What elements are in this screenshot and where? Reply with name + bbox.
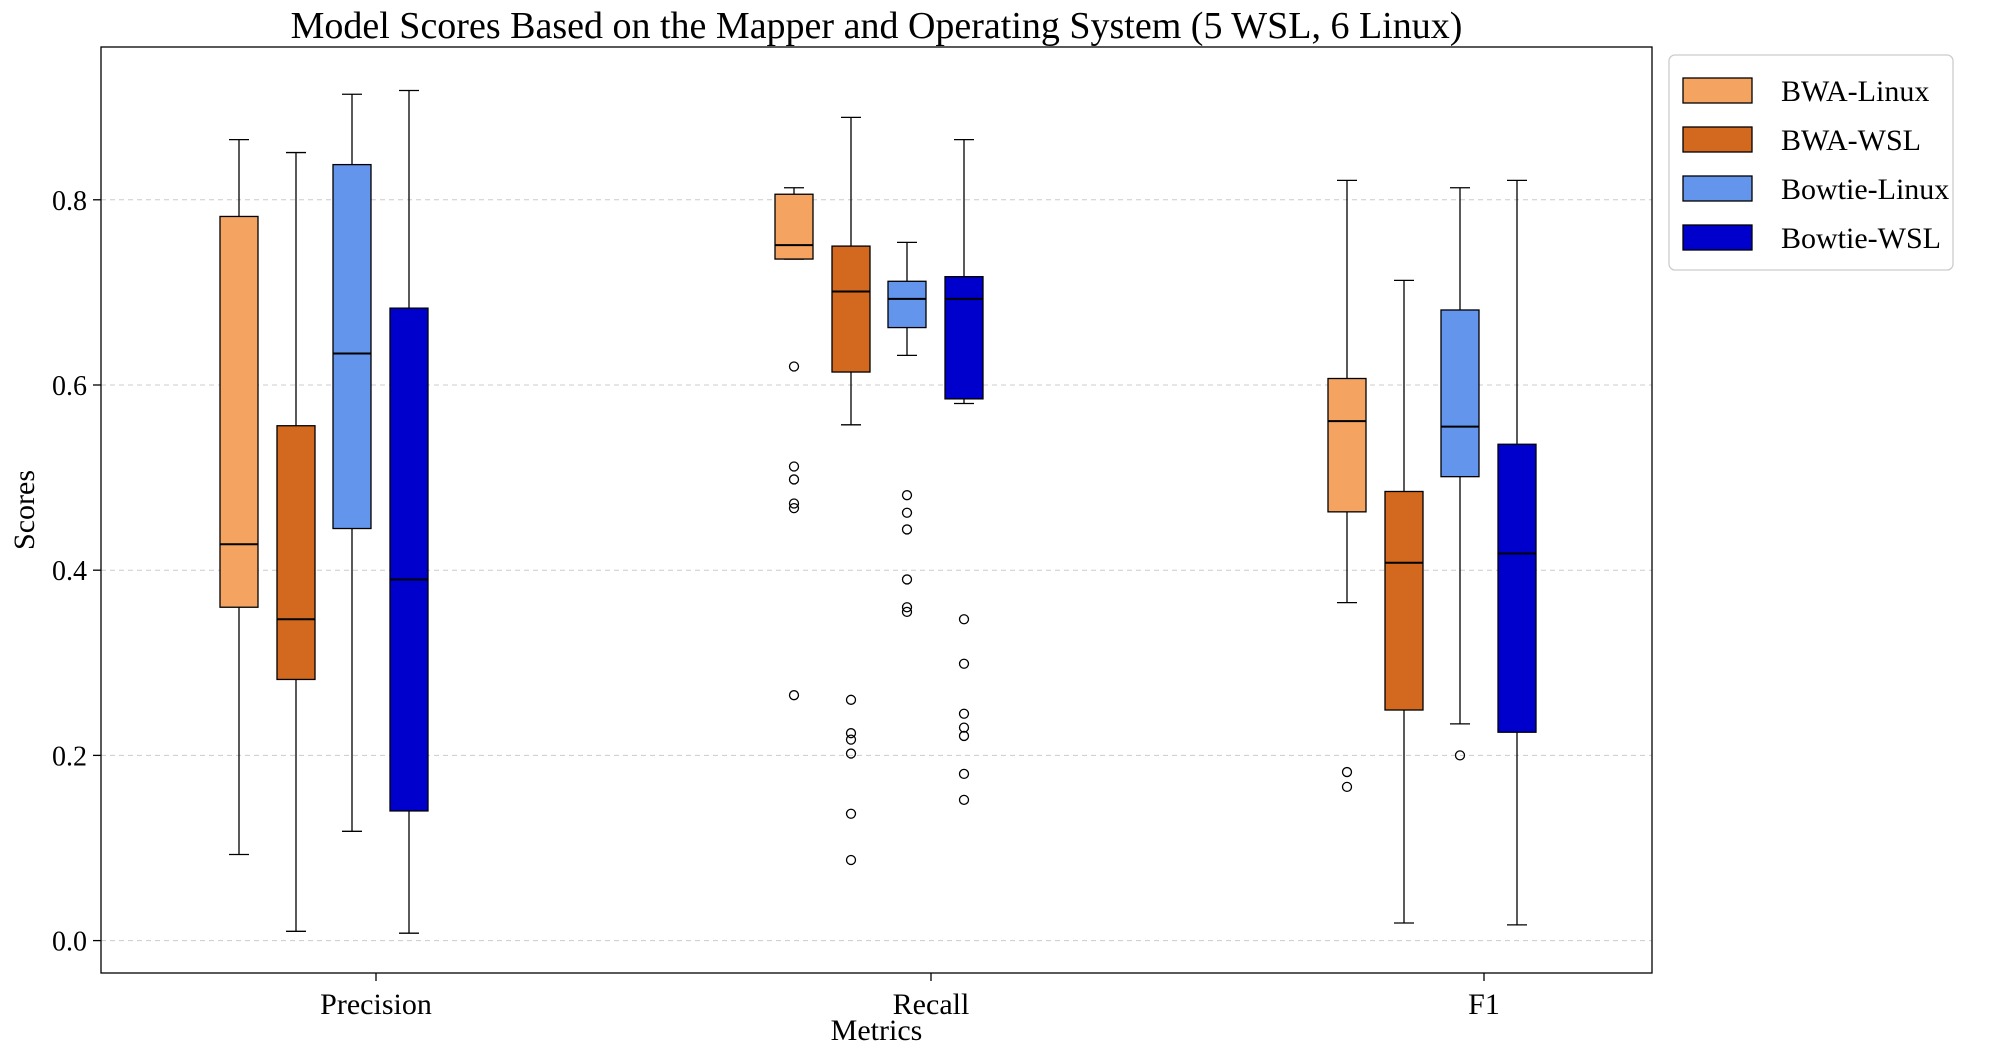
outlier-point xyxy=(845,694,857,705)
box-body xyxy=(219,215,259,608)
legend-label: BWA-WSL xyxy=(1781,124,1921,157)
y-tick-label: 0.8 xyxy=(52,186,87,217)
box-bwa-linux-precision xyxy=(219,138,259,856)
box-bowtie-wsl-precision xyxy=(389,89,429,934)
outlier-point xyxy=(958,768,970,780)
outlier-point xyxy=(788,474,800,485)
legend-label: BWA-Linux xyxy=(1781,75,1929,108)
outlier-point xyxy=(958,730,970,742)
legend-swatch xyxy=(1682,77,1753,104)
box-body xyxy=(276,425,316,681)
outlier-point xyxy=(1341,766,1353,778)
legend-frame xyxy=(1668,54,1954,271)
legend-swatch xyxy=(1682,175,1753,202)
box-bowtie-linux-precision xyxy=(332,93,372,832)
legend-label: Bowtie-WSL xyxy=(1781,222,1941,255)
outlier-point xyxy=(845,748,857,759)
outlier-point xyxy=(845,808,857,819)
box-bowtie-linux-recall xyxy=(887,241,927,618)
box-bwa-linux-recall xyxy=(774,187,814,701)
plot-frame xyxy=(100,46,1653,974)
box-body xyxy=(887,280,927,329)
outlier-point xyxy=(788,502,800,514)
outlier-point xyxy=(901,602,913,613)
outlier-point xyxy=(845,854,857,866)
outlier-point xyxy=(901,490,913,501)
box-body xyxy=(944,275,984,400)
legend-swatch xyxy=(1682,126,1753,153)
outlier-point xyxy=(788,690,800,701)
box-bowtie-linux-f1 xyxy=(1440,187,1480,761)
outlier-point xyxy=(845,734,857,745)
box-body xyxy=(1497,443,1537,733)
outlier-point xyxy=(901,574,913,585)
box-bwa-wsl-f1 xyxy=(1384,279,1424,924)
outlier-point xyxy=(788,361,800,372)
box-body xyxy=(1327,377,1367,513)
outlier-point xyxy=(958,722,970,733)
legend-swatch xyxy=(1682,224,1753,251)
outlier-point xyxy=(1341,781,1353,793)
y-axis-label: Scores xyxy=(8,470,41,550)
legend-label: Bowtie-Linux xyxy=(1781,173,1949,206)
outlier-point xyxy=(958,614,970,625)
outlier-point xyxy=(901,507,913,518)
box-bowtie-wsl-recall xyxy=(944,138,984,805)
box-body xyxy=(831,245,871,373)
outlier-point xyxy=(845,728,857,739)
x-tick-label: Precision xyxy=(320,988,432,1021)
box-bwa-wsl-precision xyxy=(276,151,316,932)
box-body xyxy=(1440,309,1480,478)
chart-title: Model Scores Based on the Mapper and Ope… xyxy=(291,5,1463,47)
outlier-point xyxy=(1454,750,1466,761)
box-bwa-wsl-recall xyxy=(831,116,871,866)
outlier-point xyxy=(788,498,800,509)
legend: BWA-Linux BWA-WSL Bowtie-Linux Bowtie-WSL xyxy=(1668,54,1954,271)
box-body xyxy=(389,307,429,812)
box-body xyxy=(1384,490,1424,711)
box-bowtie-wsl-f1 xyxy=(1497,179,1537,926)
y-tick-label: 0.0 xyxy=(52,927,87,958)
y-tick-label: 0.4 xyxy=(52,556,87,587)
x-tick-label: Recall xyxy=(893,988,970,1021)
x-axis-label: Metrics xyxy=(831,1014,923,1047)
outlier-point xyxy=(958,658,970,669)
x-tick-label: F1 xyxy=(1468,988,1500,1021)
box-bwa-linux-f1 xyxy=(1327,179,1367,793)
outlier-point xyxy=(901,606,913,618)
outlier-point xyxy=(958,708,970,719)
box-body xyxy=(774,193,814,260)
y-tick-label: 0.6 xyxy=(52,371,87,402)
outlier-point xyxy=(901,524,913,535)
outlier-point xyxy=(958,794,970,805)
y-tick-label: 0.2 xyxy=(52,741,87,772)
outlier-point xyxy=(788,461,800,472)
box-body xyxy=(332,163,372,530)
